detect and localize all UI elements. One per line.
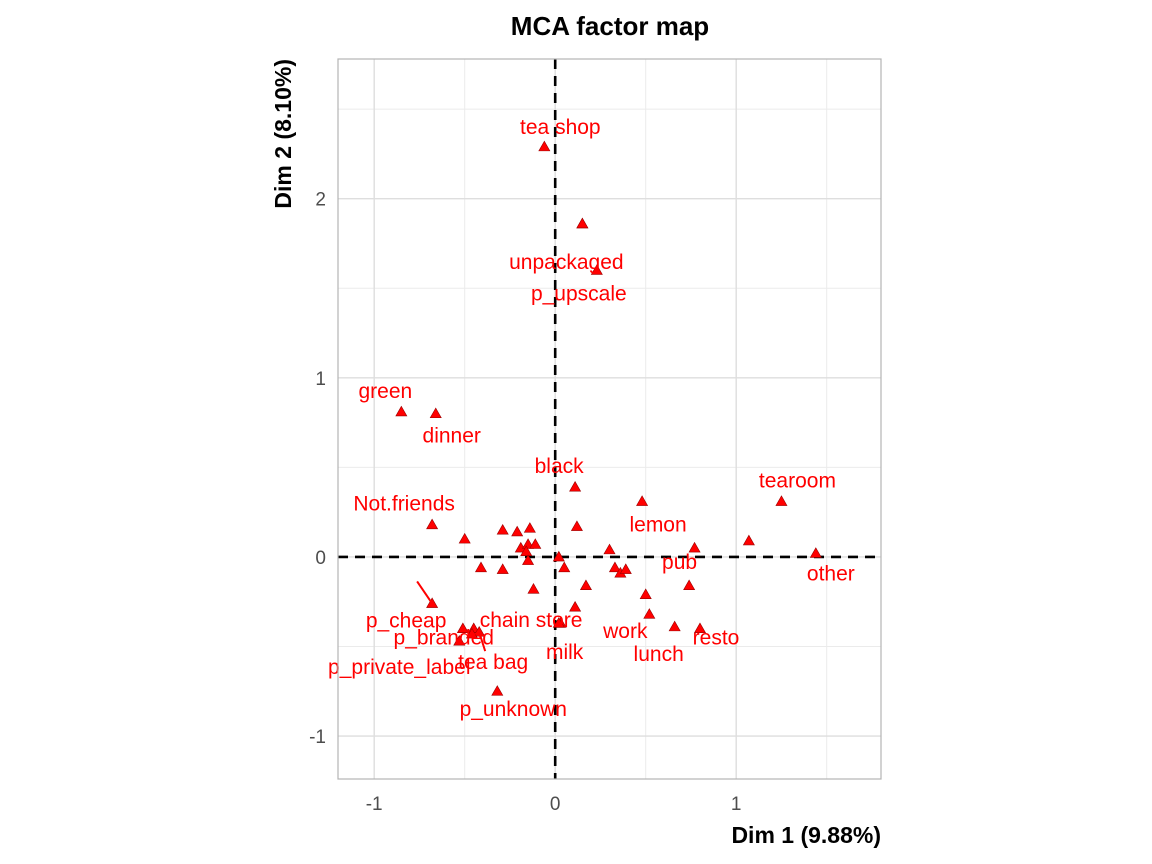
y-axis-ticks: -1 0 1 2 (309, 190, 326, 748)
data-point (569, 480, 582, 492)
data-point (474, 561, 488, 573)
data-point (693, 622, 707, 633)
data-point (688, 541, 701, 553)
data-point (576, 217, 589, 229)
point-label: p_private_label (328, 656, 470, 679)
point-label: tearoom (759, 469, 836, 492)
point-label: tea shop (520, 116, 601, 139)
y-tick-label: 0 (315, 548, 326, 569)
reference-lines (338, 59, 881, 779)
data-point (491, 685, 504, 696)
data-point (742, 534, 755, 546)
data-point (775, 495, 788, 506)
data-point (608, 561, 621, 573)
point-label: work (602, 620, 648, 643)
point-label: p_unknown (460, 698, 567, 721)
data-point (603, 543, 616, 555)
point-label: other (807, 562, 855, 585)
data-point (429, 407, 442, 419)
data-point (639, 588, 652, 599)
data-point (683, 579, 696, 590)
data-point (538, 140, 551, 152)
point-label: tea bag (458, 651, 528, 674)
chart-title: MCA factor map (511, 11, 709, 41)
data-point (636, 495, 649, 506)
point-label: pub (662, 551, 697, 574)
data-point (809, 547, 822, 558)
data-point (458, 532, 471, 544)
point-label: Not.friends (353, 493, 455, 516)
data-point (453, 634, 466, 646)
point-label: p_branded (394, 627, 494, 650)
data-point (511, 525, 524, 537)
label-leader-line (478, 631, 487, 652)
data-point (522, 538, 535, 549)
minor-gridlines (338, 59, 881, 779)
data-point (496, 523, 509, 535)
point-label: black (535, 455, 585, 478)
data-point (426, 518, 439, 530)
data-point (527, 583, 540, 594)
data-point (522, 554, 535, 565)
data-point (643, 608, 656, 619)
data-point (552, 617, 565, 628)
point-label: milk (546, 641, 584, 664)
panel-border (337, 58, 882, 780)
data-point (520, 545, 533, 556)
data-point (668, 620, 681, 632)
point-label: dinner (423, 425, 481, 448)
data-point (523, 522, 536, 533)
y-tick-label: 1 (315, 369, 326, 390)
data-point (570, 520, 583, 531)
data-point (579, 579, 592, 590)
data-point (619, 563, 632, 574)
data-point (395, 405, 408, 417)
x-axis-ticks: -1 0 1 (366, 794, 742, 815)
point-label: green (358, 380, 412, 403)
point-label: p_upscale (531, 282, 627, 305)
data-point (569, 600, 582, 612)
point-label: lemon (629, 513, 686, 536)
data-point (558, 561, 571, 573)
data-point (496, 563, 509, 574)
data-point (473, 626, 486, 637)
point-label: unpackaged (509, 251, 623, 274)
point-label: lunch (634, 643, 684, 666)
point-label: chain store (480, 609, 583, 632)
data-point (552, 550, 565, 562)
y-tick-label: 2 (315, 190, 326, 211)
x-tick-label: 1 (731, 794, 742, 815)
data-points (395, 140, 822, 696)
label-leader-line (416, 580, 433, 605)
x-tick-label: 0 (550, 794, 561, 815)
x-axis-title: Dim 1 (9.88%) (731, 822, 881, 848)
x-tick-label: -1 (366, 794, 383, 815)
y-axis-title: Dim 2 (8.10%) (270, 59, 296, 209)
y-tick-label: -1 (309, 727, 326, 748)
point-label: resto (693, 627, 740, 650)
data-point (529, 538, 542, 549)
data-point (456, 622, 469, 633)
data-point (465, 627, 478, 639)
data-point (590, 264, 603, 275)
point-label: p_cheap (366, 609, 447, 632)
